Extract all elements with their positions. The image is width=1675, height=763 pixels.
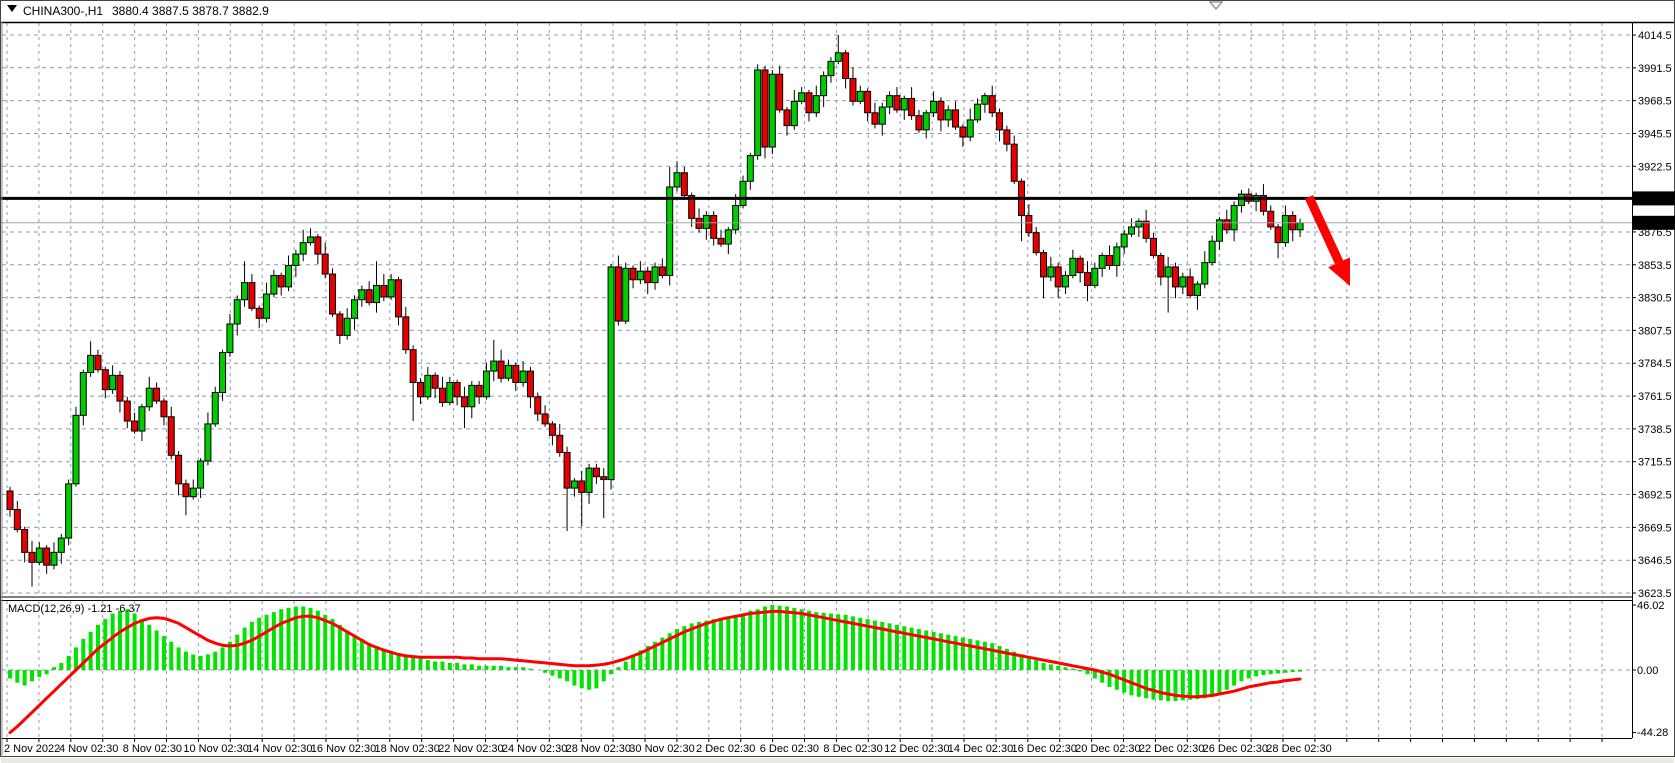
date-axis-label: 2 Nov 2022 xyxy=(4,743,60,755)
macd-axis-zero: 0.00 xyxy=(1637,665,1658,677)
price-axis-label: 3945.5 xyxy=(1638,128,1672,140)
hline-price-label-text: 3900.0 xyxy=(1637,194,1671,206)
date-axis-label: 10 Nov 02:30 xyxy=(183,743,248,755)
date-axis-label: 20 Dec 02:30 xyxy=(1075,743,1140,755)
macd-signal-line xyxy=(8,609,1302,734)
date-axis-label: 28 Dec 02:30 xyxy=(1266,743,1331,755)
date-axis-label: 30 Nov 02:30 xyxy=(629,743,694,755)
price-axis-label: 3646.5 xyxy=(1638,555,1672,567)
bottom-strip xyxy=(1,758,1674,763)
date-axis-label: 26 Dec 02:30 xyxy=(1203,743,1268,755)
date-axis-label: 6 Dec 02:30 xyxy=(760,743,819,755)
price-axis-label: 3807.5 xyxy=(1638,325,1672,337)
date-axis-label: 14 Dec 02:30 xyxy=(948,743,1013,755)
date-axis-label: 14 Nov 02:30 xyxy=(247,743,312,755)
date-axis-label: 16 Dec 02:30 xyxy=(1011,743,1076,755)
trend-arrow[interactable] xyxy=(1304,195,1350,286)
bid-price-label-text: 3882.9 xyxy=(1637,218,1671,230)
date-axis-label: 16 Nov 02:30 xyxy=(311,743,376,755)
price-axis-label: 3784.5 xyxy=(1638,358,1672,370)
price-axis-label: 4014.5 xyxy=(1638,30,1672,42)
price-axis-label: 3669.5 xyxy=(1638,522,1672,534)
symbol-dropdown-icon[interactable] xyxy=(7,5,17,12)
macd-indicator-label: MACD(12,26,9) -1.21 -6.37 xyxy=(8,603,141,615)
time-axis[interactable] xyxy=(0,739,1632,757)
chart-title-ohlc: 3880.4 3887.5 3878.7 3882.9 xyxy=(112,4,269,18)
candles-layer xyxy=(6,34,1304,587)
render-layer: 4014.53991.53968.53945.53922.53899.53876… xyxy=(0,23,1672,755)
price-axis-label: 3830.5 xyxy=(1638,293,1672,305)
bid-price-label: 3882.9 xyxy=(1633,215,1675,230)
price-axis-label: 3761.5 xyxy=(1638,391,1672,403)
price-axis-label: 3922.5 xyxy=(1638,161,1672,173)
date-axis-label: 22 Nov 02:30 xyxy=(438,743,503,755)
price-axis[interactable] xyxy=(1633,23,1675,738)
price-axis-label: 3991.5 xyxy=(1638,63,1672,75)
date-axis-label: 4 Nov 02:30 xyxy=(59,743,118,755)
price-axis-label: 3692.5 xyxy=(1638,490,1672,502)
chart-title-symbol: CHINA300-,H1 xyxy=(23,4,103,18)
price-axis-label: 3968.5 xyxy=(1638,96,1672,108)
date-axis-label: 28 Nov 02:30 xyxy=(566,743,631,755)
macd-axis-min: -44.28 xyxy=(1637,727,1668,739)
date-axis-label: 2 Dec 02:30 xyxy=(696,743,755,755)
price-axis-label: 3715.5 xyxy=(1638,457,1672,469)
date-axis-label: 8 Nov 02:30 xyxy=(123,743,182,755)
chart-plot-area[interactable] xyxy=(2,23,1632,597)
chart-shift-marker-icon[interactable] xyxy=(1208,1,1224,11)
date-axis-label: 12 Dec 02:30 xyxy=(884,743,949,755)
price-axis-label: 3623.5 xyxy=(1638,588,1672,600)
macd-axis-max: 46.02 xyxy=(1637,600,1665,612)
price-axis-label: 3738.5 xyxy=(1638,424,1672,436)
hline-price-label: 3900.0 xyxy=(1633,191,1675,206)
date-axis-label: 22 Dec 02:30 xyxy=(1139,743,1204,755)
price-axis-label: 3853.5 xyxy=(1638,260,1672,272)
date-axis-label: 24 Nov 02:30 xyxy=(502,743,567,755)
price-axis-label: 3876.5 xyxy=(1638,227,1672,239)
date-axis-label: 18 Nov 02:30 xyxy=(374,743,439,755)
date-axis-label: 8 Dec 02:30 xyxy=(823,743,882,755)
